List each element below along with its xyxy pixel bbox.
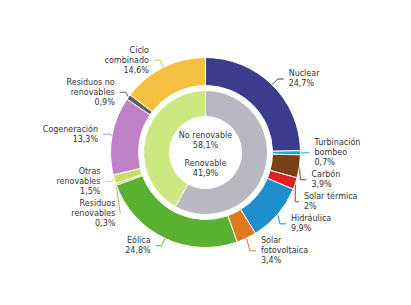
svg-text:Turbinación: Turbinación	[313, 137, 360, 147]
svg-text:renovables: renovables	[56, 177, 100, 186]
svg-text:Otras: Otras	[79, 167, 101, 176]
svg-text:combinado: combinado	[105, 56, 149, 65]
svg-text:41,9%: 41,9%	[193, 169, 219, 178]
svg-text:bombeo: bombeo	[314, 148, 347, 157]
svg-text:Nuclear: Nuclear	[289, 69, 321, 78]
svg-text:Ciclo: Ciclo	[130, 46, 149, 55]
svg-text:Carbón: Carbón	[311, 169, 340, 179]
svg-text:No renovable: No renovable	[179, 131, 232, 140]
svg-text:renovables: renovables	[71, 209, 115, 218]
svg-text:0,9%: 0,9%	[94, 98, 115, 107]
svg-text:2%: 2%	[304, 202, 317, 211]
svg-text:0,7%: 0,7%	[314, 158, 335, 167]
svg-text:Hidráulica: Hidráulica	[291, 214, 331, 223]
svg-text:Solar: Solar	[261, 236, 282, 245]
svg-text:13,3%: 13,3%	[73, 135, 99, 144]
svg-text:Renovable: Renovable	[185, 159, 227, 168]
svg-text:Cogeneración: Cogeneración	[43, 124, 98, 134]
svg-text:3,4%: 3,4%	[261, 256, 282, 265]
svg-text:58,1%: 58,1%	[193, 141, 219, 150]
svg-text:Residuos: Residuos	[80, 199, 116, 208]
svg-text:9,9%: 9,9%	[291, 224, 312, 233]
svg-text:1,5%: 1,5%	[80, 187, 101, 196]
svg-text:fotovoltaica: fotovoltaica	[261, 246, 308, 255]
svg-text:Eólica: Eólica	[127, 235, 151, 245]
svg-text:24,7%: 24,7%	[289, 79, 315, 88]
svg-text:14,6%: 14,6%	[123, 66, 149, 75]
svg-text:3,9%: 3,9%	[311, 180, 332, 189]
svg-text:24,8%: 24,8%	[125, 246, 151, 255]
svg-text:renovables: renovables	[71, 88, 115, 97]
svg-text:Residuos no: Residuos no	[67, 78, 115, 87]
svg-text:Solar térmica: Solar térmica	[304, 191, 358, 201]
svg-text:0,3%: 0,3%	[95, 219, 116, 228]
